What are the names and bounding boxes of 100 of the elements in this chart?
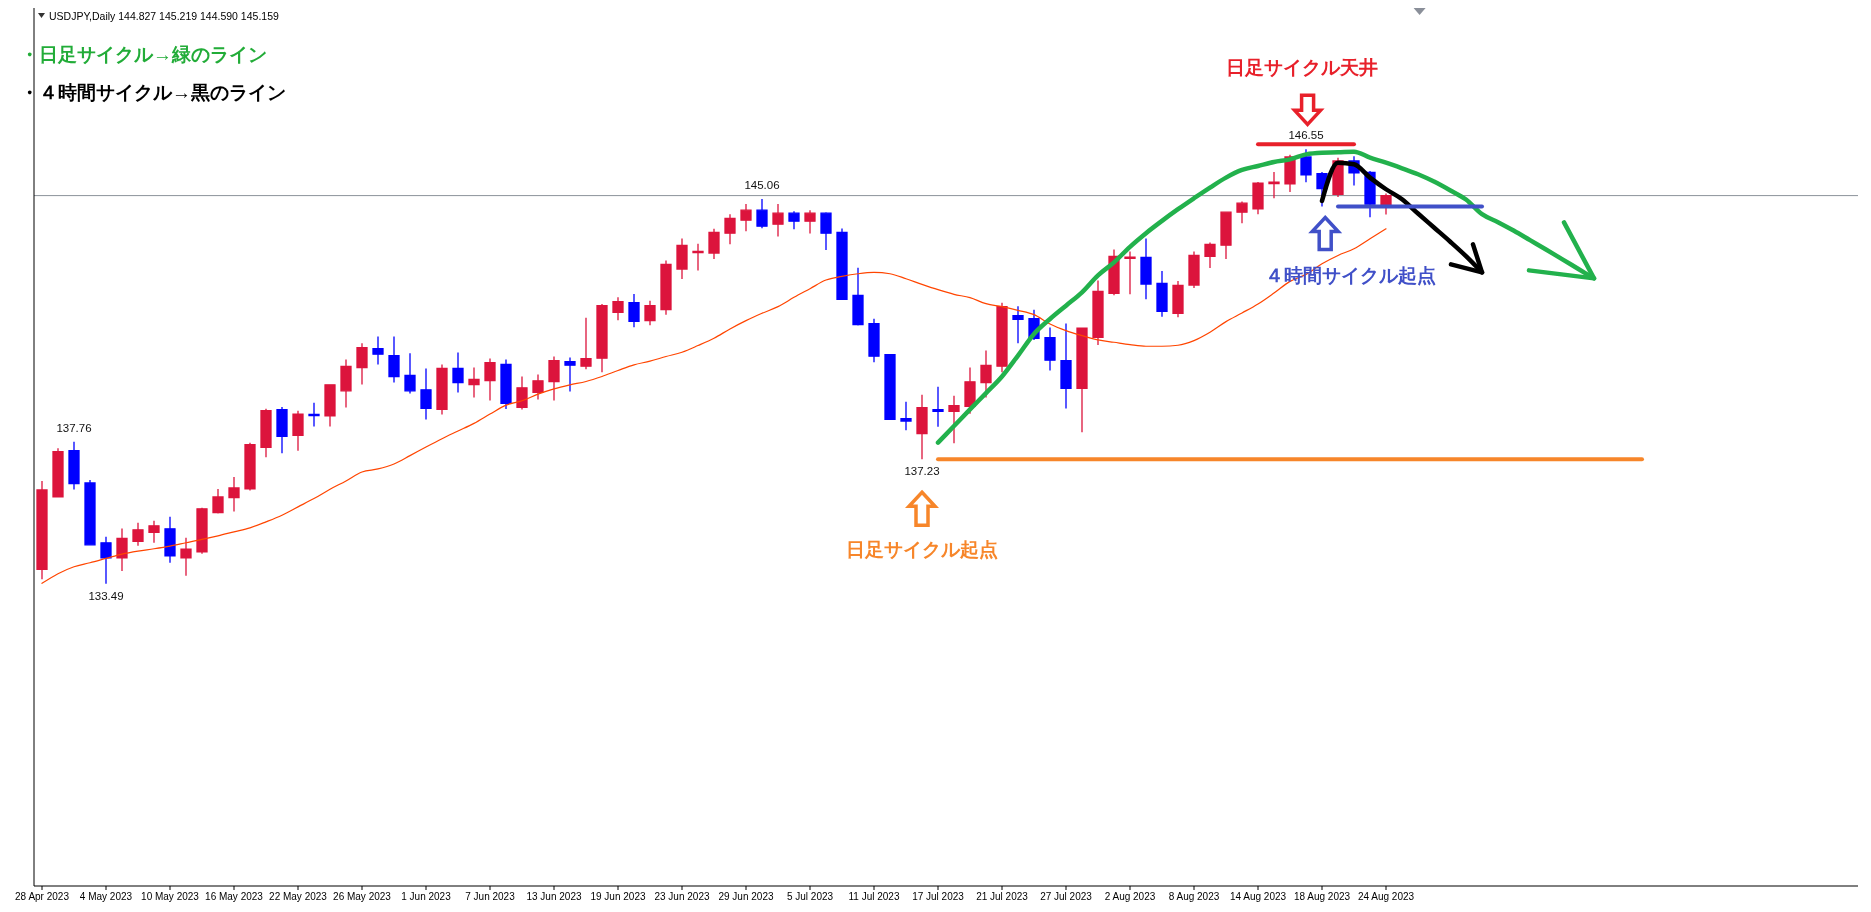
candlestick: [468, 366, 480, 399]
candlestick: [1188, 250, 1200, 289]
x-tick-label: 26 May 2023: [333, 891, 392, 902]
candlestick: [356, 342, 368, 386]
candlestick: [612, 296, 624, 321]
chart-title: USDJPY,Daily 144.827 145.219 144.590 145.159: [49, 10, 279, 22]
candlestick: [1252, 181, 1264, 215]
candlestick: [404, 352, 416, 395]
candlestick: [1044, 326, 1056, 372]
x-tick-label: 22 May 2023: [269, 891, 328, 902]
candlestick: [420, 367, 432, 421]
candlestick: [1236, 200, 1248, 224]
candlestick: [852, 267, 864, 327]
candlestick: [228, 476, 240, 513]
candlestick: [436, 363, 448, 416]
candlestick: [996, 302, 1008, 373]
candlestick: [244, 442, 256, 492]
candlestick: [692, 243, 704, 272]
candlestick: [116, 527, 128, 572]
candlestick: [164, 516, 176, 564]
candlestick: [388, 335, 400, 384]
x-tick-label: 7 Jun 2023: [465, 891, 516, 902]
annotation: ・日足サイクル→緑のライン: [20, 44, 267, 65]
candlestick: [548, 355, 560, 402]
candlestick: [788, 210, 800, 230]
candlestick: [676, 237, 688, 280]
candlestick: [340, 358, 352, 409]
candlestick: [836, 227, 848, 301]
candlestick: [180, 537, 192, 577]
candlestick: [820, 211, 832, 251]
candlestick: [708, 228, 720, 260]
candlestick: [452, 351, 464, 394]
candlestick: [660, 259, 672, 316]
candlestick: [148, 520, 160, 544]
annotation: 145.06: [744, 178, 780, 191]
candlestick: [1012, 305, 1024, 344]
candlestick: [1220, 210, 1232, 260]
candlestick: [36, 480, 48, 581]
annotation: 146.55: [1288, 129, 1324, 142]
candlestick: [260, 408, 272, 458]
x-tick-label: 23 Jun 2023: [654, 891, 710, 902]
candlestick: [484, 357, 496, 402]
annotation: 137.23: [904, 465, 940, 478]
x-tick-label: 10 May 2023: [141, 891, 200, 902]
candlestick: [564, 356, 576, 393]
x-tick-label: 11 Jul 2023: [848, 891, 900, 902]
x-tick-label: 17 Jul 2023: [912, 891, 965, 902]
candlestick: [964, 366, 976, 415]
candlestick: [932, 386, 944, 428]
candlestick: [900, 401, 912, 432]
candlestick: [772, 203, 784, 238]
candlestick: [1268, 171, 1280, 199]
candlestick: [804, 209, 816, 235]
annotation: ・４時間サイクル→黒のライン: [20, 82, 286, 103]
annotation: 137.76: [56, 421, 92, 434]
candlestick: [756, 198, 768, 229]
candlestick: [516, 375, 528, 411]
candlestick: [644, 300, 656, 326]
x-tick-label: 5 Jul 2023: [786, 891, 834, 902]
candlestick: [500, 358, 512, 410]
candlestick: [1204, 241, 1216, 269]
candlestick: [276, 406, 288, 454]
x-tick-label: 16 May 2023: [205, 891, 264, 902]
candlestick: [1172, 280, 1184, 318]
candlestick: [1156, 270, 1168, 318]
x-tick-label: 21 Jul 2023: [976, 891, 1029, 902]
candlestick: [1092, 279, 1104, 346]
candlestick: [292, 410, 304, 452]
candlestick: [532, 373, 544, 401]
x-tick-label: 14 Aug 2023: [1229, 891, 1287, 902]
candlestick: [212, 488, 224, 515]
candlestick: [596, 303, 608, 373]
annotation: 133.49: [88, 589, 124, 602]
candlestick: [580, 316, 592, 370]
candlestick: [132, 522, 144, 547]
x-tick-label: 18 Aug 2023: [1293, 891, 1351, 902]
candlestick: [308, 402, 320, 428]
candlestick: [724, 213, 736, 245]
candlestick: [372, 335, 384, 366]
candlestick: [84, 479, 96, 547]
candlestick: [884, 353, 896, 421]
candlestick: [1140, 237, 1152, 300]
candlestick: [52, 447, 64, 499]
candlestick: [1300, 148, 1312, 183]
x-tick-label: 28 Apr 2023: [15, 891, 70, 902]
x-tick-label: 24 Aug 2023: [1357, 891, 1415, 902]
candlestick: [980, 349, 992, 399]
x-tick-label: 19 Jun 2023: [590, 891, 646, 902]
candlestick: [740, 203, 752, 232]
candlestick: [196, 507, 208, 555]
candlestick: [1060, 322, 1072, 410]
x-tick-label: 1 Jun 2023: [401, 891, 452, 902]
x-tick-label: 13 Jun 2023: [526, 891, 582, 902]
x-tick-label: 2 Aug 2023: [1104, 891, 1156, 902]
candlestick: [916, 394, 928, 460]
x-tick-label: 4 May 2023: [79, 891, 133, 902]
candlestick: [868, 317, 880, 363]
candlestick: [1076, 326, 1088, 434]
candlestick: [628, 293, 640, 328]
x-tick-label: 8 Aug 2023: [1168, 891, 1220, 902]
